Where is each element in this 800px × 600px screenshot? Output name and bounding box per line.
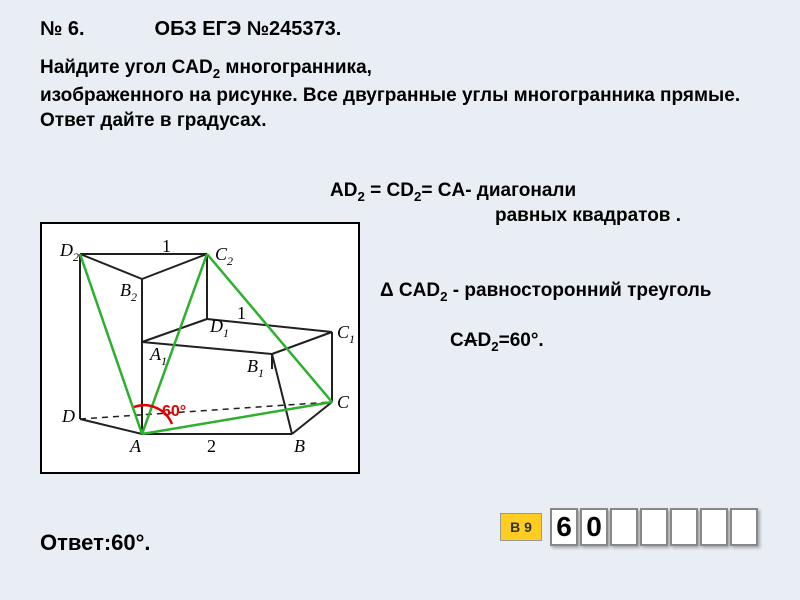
s3b: - равносторонний треуголь [448,280,712,301]
s1s1: 2 [357,189,364,204]
svg-text:D: D [61,406,75,426]
svg-text:60°: 60° [162,403,186,420]
digit-box-6[interactable] [730,508,758,546]
svg-text:1: 1 [162,236,171,256]
solution-step-2: равных квадратов . [495,205,681,227]
svg-text:A: A [129,436,142,456]
problem-number: № 6. [40,18,85,41]
solution-step-4: CAD2=60°. [450,330,544,354]
polyhedron-diagram: D2 C2 B2 D1 C1 A1 B1 D A B C 1 1 2 60° [40,222,360,474]
source-id: ОБЗ ЕГЭ №245373. [155,18,342,41]
s4s: 2 [491,339,498,354]
s3s: 2 [440,289,447,304]
digit-box-2[interactable] [610,508,638,546]
problem-statement: Найдите угол CAD2 многогранника, изображ… [0,49,800,140]
svg-text:D2: D2 [59,240,79,264]
s4c: =60°. [499,330,544,351]
s1b: = CD [365,180,414,201]
answer-label-box: В 9 [500,513,542,541]
digit-box-4[interactable] [670,508,698,546]
svg-text:D1: D1 [209,316,229,340]
svg-text:B1: B1 [247,356,264,380]
svg-text:C: C [337,392,350,412]
s4a: C [450,330,464,351]
s4b: D [477,330,491,351]
solution-step-1: AD2 = CD2= CA- диагонали [330,180,576,204]
answer-input-row: В 9 6 0 [500,508,760,546]
svg-text:C2: C2 [215,244,233,268]
s3a: Δ CAD [380,280,440,301]
problem-text-2: изображенного на рисунке. Все двугранные… [40,85,740,132]
svg-text:1: 1 [237,303,246,323]
svg-text:A1: A1 [149,344,167,368]
s1a: AD [330,180,357,201]
svg-text:C1: C1 [337,322,355,346]
s1c: = CA- диагонали [421,180,576,201]
digit-box-3[interactable] [640,508,668,546]
solution-step-3: Δ CAD2 - равносторонний треуголь [380,280,711,304]
digit-box-0[interactable]: 6 [550,508,578,546]
problem-text-1b: многогранника, [220,57,372,78]
problem-text-1a: Найдите угол CAD [40,57,213,78]
digit-box-5[interactable] [700,508,728,546]
svg-text:B2: B2 [120,280,137,304]
svg-text:B: B [294,436,305,456]
svg-text:2: 2 [207,436,216,456]
s4st: A [464,330,478,351]
digit-box-1[interactable]: 0 [580,508,608,546]
answer-text: Ответ:60°. [40,530,151,556]
